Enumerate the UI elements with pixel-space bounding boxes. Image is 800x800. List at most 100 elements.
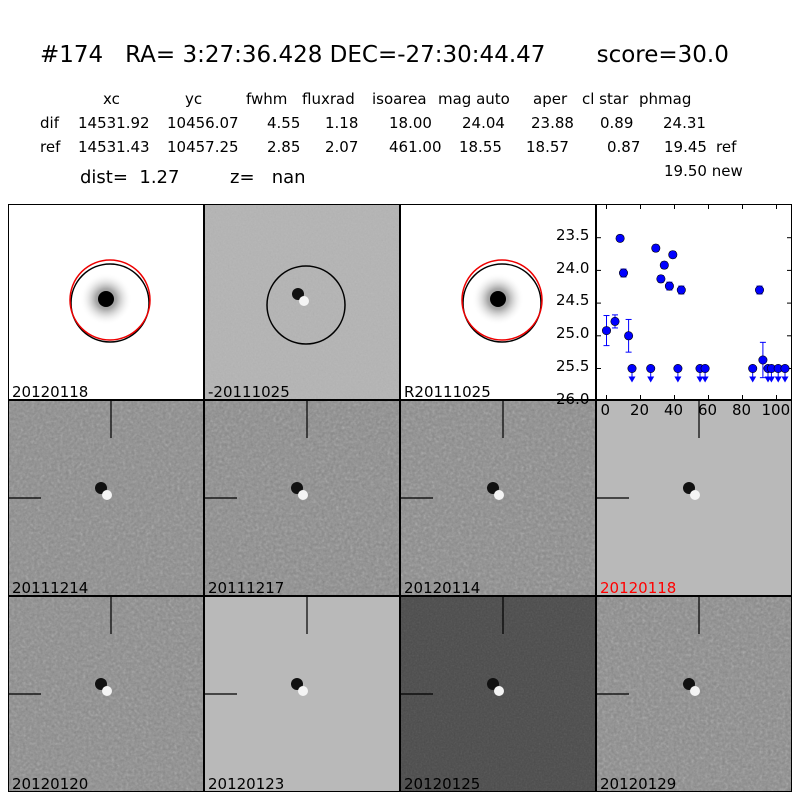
- stamp-image: [9, 401, 203, 595]
- upper-limit-point: [673, 364, 683, 383]
- stamp-image: [9, 597, 203, 791]
- image-stamp: 20120118: [596, 400, 792, 596]
- detection-point: [676, 285, 686, 295]
- column-header: cl star: [582, 90, 629, 108]
- dist-value: dist= 1.27: [80, 167, 180, 188]
- stamp-label: 20120125: [404, 775, 481, 792]
- stamp-image: [205, 205, 399, 399]
- table-cell: 18.55: [459, 138, 502, 156]
- detection-point: [656, 274, 666, 284]
- light-curve-plot: [596, 204, 792, 400]
- upper-limit-point: [748, 364, 758, 383]
- stamp-label: R20111025: [404, 383, 491, 400]
- column-header: yc: [185, 90, 203, 108]
- detection-point: [668, 250, 678, 260]
- y-tick-label: 23.5: [556, 226, 590, 244]
- stamp-label: 20120129: [600, 775, 677, 792]
- table-cell: 14531.92: [78, 114, 150, 132]
- detection-point: [758, 341, 768, 379]
- image-stamp: 20111214: [8, 400, 204, 596]
- column-header: fwhm: [246, 90, 288, 108]
- table-cell: 2.85: [267, 138, 301, 156]
- column-header: isoarea: [372, 90, 427, 108]
- y-tick-label: 26.0: [556, 389, 590, 408]
- image-stamp: 20120114: [400, 400, 596, 596]
- table-cell: 24.31: [663, 114, 706, 132]
- table-cell: 0.89: [600, 114, 634, 132]
- upper-limit-point: [780, 364, 790, 383]
- x-tick-label: 100: [761, 401, 791, 419]
- y-tick-label: 24.5: [556, 291, 590, 310]
- stamp-label: -20111025: [208, 383, 290, 400]
- stamp-image: [401, 401, 595, 595]
- x-tick-label: 0: [600, 401, 611, 419]
- table-cell: 461.00: [389, 138, 442, 156]
- stamp-image: [205, 597, 399, 791]
- detection-point: [615, 233, 625, 243]
- stamp-label: 20120123: [208, 775, 285, 792]
- row-label: dif: [40, 114, 59, 132]
- table-cell: 1.18: [325, 114, 359, 132]
- table-cell: 10457.25: [167, 138, 239, 156]
- image-stamp: 20120125: [400, 596, 596, 792]
- detection-point: [664, 281, 674, 291]
- image-stamp: R20111025: [400, 204, 596, 400]
- stamp-image: [205, 401, 399, 595]
- stamp-image: [597, 597, 791, 791]
- upper-limit-point: [766, 364, 776, 383]
- image-stamp: 20120123: [204, 596, 400, 792]
- new-mag: 19.50 new: [664, 162, 743, 180]
- stamp-image: [9, 205, 203, 399]
- detection-point: [602, 315, 611, 347]
- candidate-title: #174 RA= 3:27:36.428 DEC=-27:30:44.47 sc…: [40, 42, 729, 68]
- column-header: mag auto: [438, 90, 510, 108]
- stamp-image: [401, 205, 595, 399]
- stamp-image: [597, 401, 791, 595]
- x-tick-label: 60: [698, 401, 718, 419]
- x-tick-label: 80: [732, 401, 752, 419]
- table-cell: 18.57: [526, 138, 569, 156]
- x-tick-label: 20: [630, 401, 650, 419]
- stamp-label: 20111214: [12, 579, 89, 596]
- upper-limit-point: [627, 364, 637, 383]
- stamp-label: 20120118: [12, 383, 89, 400]
- table-cell: 10456.07: [167, 114, 239, 132]
- table-cell: 4.55: [267, 114, 301, 132]
- stamp-label: 20120120: [12, 775, 89, 792]
- detection-point: [618, 268, 628, 278]
- light-curve-svg: [597, 205, 791, 399]
- table-cell: 2.07: [325, 138, 359, 156]
- column-header: phmag: [639, 90, 692, 108]
- stamp-label: 20120114: [404, 579, 481, 596]
- table-cell: 23.88: [531, 114, 574, 132]
- column-header: aper: [533, 90, 568, 108]
- detection-point: [659, 260, 669, 270]
- x-tick-label: 40: [664, 401, 684, 419]
- z-value: z= nan: [230, 167, 306, 188]
- image-stamp: -20111025: [204, 204, 400, 400]
- detection-point: [610, 314, 620, 329]
- detection-point: [624, 318, 634, 353]
- table-cell: 24.04: [462, 114, 505, 132]
- y-tick-label: 25.0: [556, 324, 590, 343]
- upper-limit-point: [646, 364, 656, 383]
- upper-limit-point: [700, 364, 710, 383]
- row-suffix: ref: [716, 138, 737, 156]
- image-stamp: 20120129: [596, 596, 792, 792]
- stamp-label: 20111217: [208, 579, 285, 596]
- detection-point: [755, 285, 765, 295]
- detection-point: [651, 243, 661, 253]
- image-stamp: 20120118: [8, 204, 204, 400]
- column-header: xc: [103, 90, 120, 108]
- image-stamp: 20120120: [8, 596, 204, 792]
- y-tick-label: 25.5: [556, 356, 590, 375]
- table-cell: 19.45: [664, 138, 707, 156]
- stamp-label: 20120118: [600, 579, 677, 596]
- y-tick-label: 24.0: [556, 258, 590, 277]
- table-cell: 0.87: [607, 138, 641, 156]
- table-cell: 14531.43: [78, 138, 150, 156]
- column-header: fluxrad: [302, 90, 355, 108]
- image-stamp: 20111217: [204, 400, 400, 596]
- table-cell: 18.00: [389, 114, 432, 132]
